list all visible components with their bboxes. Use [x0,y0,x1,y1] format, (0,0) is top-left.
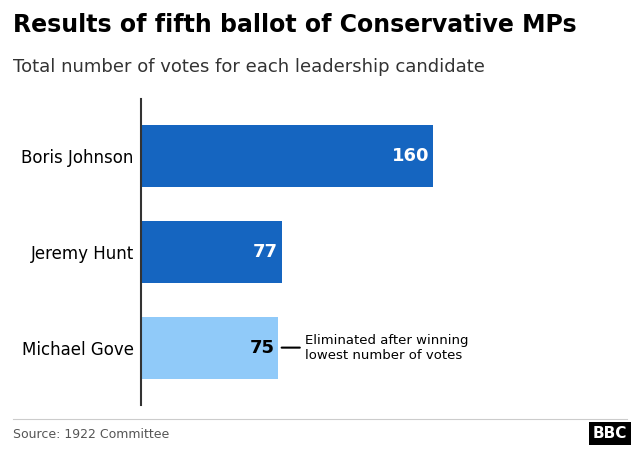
Text: Results of fifth ballot of Conservative MPs: Results of fifth ballot of Conservative … [13,14,577,37]
Text: 77: 77 [253,243,278,261]
Text: 75: 75 [250,338,275,356]
Text: 160: 160 [392,148,429,166]
Text: BBC: BBC [593,426,627,441]
Text: Total number of votes for each leadership candidate: Total number of votes for each leadershi… [13,58,484,76]
Bar [141,125,433,188]
Text: Eliminated after winning
lowest number of votes: Eliminated after winning lowest number o… [282,333,469,362]
Bar [141,316,278,379]
Bar [141,221,282,283]
Text: Source: 1922 Committee: Source: 1922 Committee [13,428,169,441]
